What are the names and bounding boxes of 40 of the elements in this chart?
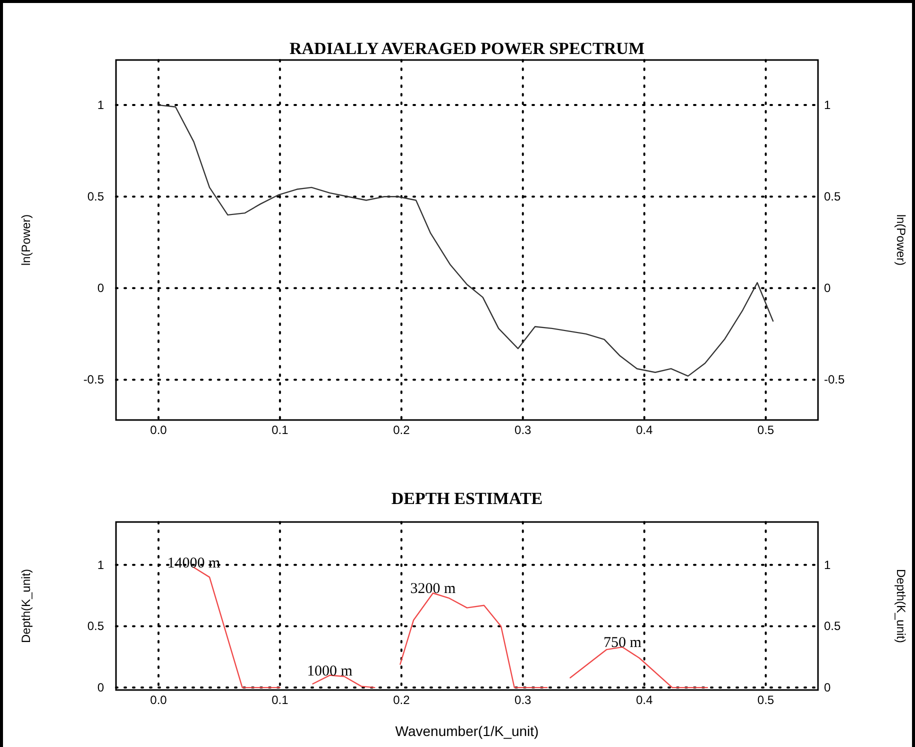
y-tick-label: 1 [97, 98, 104, 112]
annotation: 1000 m [307, 663, 353, 680]
y2-tick-label: 0.5 [824, 619, 842, 634]
y-tick-label: 1 [97, 558, 104, 572]
x-tick-label: 0.2 [393, 693, 410, 707]
y-tick-label: 0 [97, 680, 104, 695]
line-series [570, 646, 708, 688]
x-axis-title: Wavenumber(1/K_unit) [395, 723, 539, 739]
chart-title: DEPTH ESTIMATE [391, 489, 543, 508]
y-axis-title: ln(Power) [19, 214, 33, 266]
x-tick-label: 0.0 [150, 693, 168, 707]
x-tick-label: 0.4 [636, 423, 653, 437]
line-series [400, 592, 548, 688]
y2-tick-label: -0.5 [824, 372, 846, 387]
y2-tick-label: 1 [824, 558, 831, 572]
x-tick-label: 0.5 [757, 423, 774, 437]
x-tick-label: 0.5 [757, 693, 774, 707]
y2-tick-label: 0.5 [824, 190, 842, 204]
line-series [312, 674, 376, 688]
x-tick-label: 0.3 [514, 693, 532, 707]
y2-axis-title: ln(Power) [894, 214, 908, 266]
x-tick-label: 0.2 [393, 423, 410, 437]
x-tick-label: 0.4 [636, 693, 653, 707]
y2-tick-label: 0 [824, 281, 831, 296]
y-tick-label: 0 [97, 281, 104, 296]
annotation: 3200 m [410, 581, 456, 598]
line-series [158, 104, 774, 377]
y-tick-label: 0.5 [87, 619, 104, 634]
x-tick-label: 0.3 [514, 423, 532, 437]
y-tick-label: -0.5 [83, 372, 104, 387]
y-axis-title: Depth(K_unit) [19, 568, 33, 644]
chart-title: RADIALLY AVERAGED POWER SPECTRUM [289, 39, 645, 58]
x-tick-label: 0.1 [272, 423, 289, 437]
y2-tick-label: 0 [824, 680, 831, 695]
y2-axis-title: Depth(K_unit) [894, 568, 908, 644]
y2-tick-label: 1 [824, 98, 831, 112]
x-tick-label: 0.0 [150, 423, 168, 437]
x-tick-label: 0.1 [272, 693, 289, 707]
annotation: 750 m [604, 635, 642, 652]
y-tick-label: 0.5 [87, 190, 104, 204]
